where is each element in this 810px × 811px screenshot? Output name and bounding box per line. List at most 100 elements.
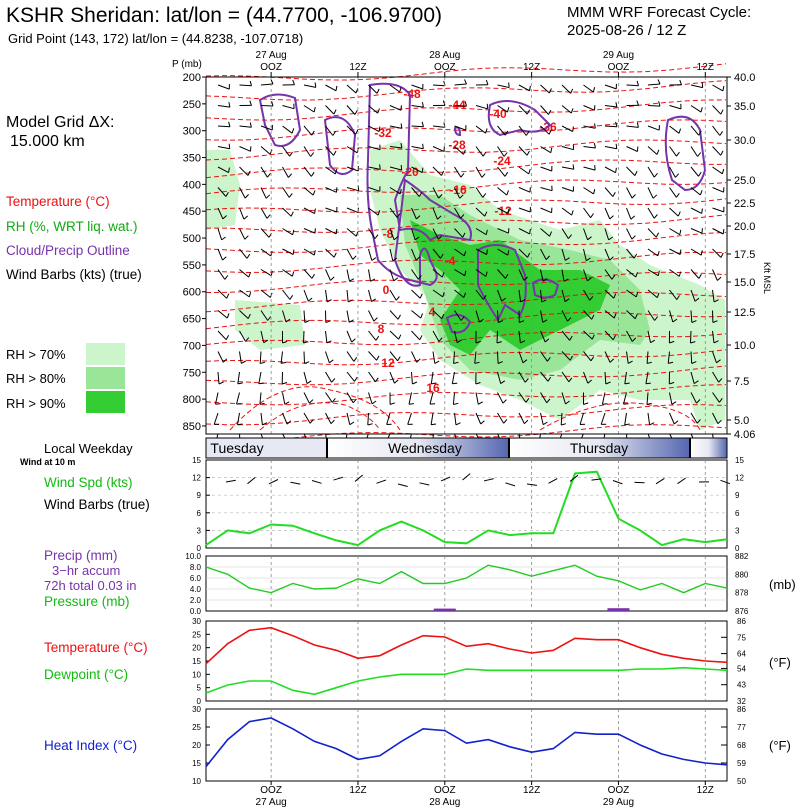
wind-barb-flag xyxy=(507,107,510,113)
wind-barb-flag xyxy=(678,128,682,134)
wind-barb xyxy=(540,187,553,192)
surface-wind-barb xyxy=(268,479,279,485)
wind-barb xyxy=(260,125,273,131)
pressure-tick-label: 600 xyxy=(183,287,201,299)
wind-barb xyxy=(690,269,700,279)
temperature-isotherm xyxy=(205,159,727,179)
wind-barb xyxy=(282,207,292,217)
wind-tick-label: 9 xyxy=(197,491,202,500)
wind-barb xyxy=(583,84,594,93)
wind-barb-flag xyxy=(697,152,702,157)
wind-barb-flag xyxy=(590,213,594,218)
weekday-sub: Wind at 10 m xyxy=(20,457,76,467)
wind-barb-flag xyxy=(237,382,243,385)
wind-barb xyxy=(451,371,455,384)
wind-barb-flag xyxy=(718,398,723,403)
temperature-isotherm xyxy=(205,332,727,346)
wind-barb-flag xyxy=(222,215,227,220)
temperature-label: -24 xyxy=(493,154,511,168)
wind-barb xyxy=(690,228,703,234)
wind-barb xyxy=(540,289,543,302)
wind-barb-flag xyxy=(419,335,423,341)
wind-barb-flag xyxy=(307,297,313,302)
wind-barb xyxy=(217,310,228,319)
wind-barb-flag xyxy=(624,423,630,426)
legend-wind: Wind Barbs (kts) (true) xyxy=(6,267,142,282)
wind-barb-flag xyxy=(713,340,719,344)
wind-barb xyxy=(346,146,358,154)
wind-barb xyxy=(239,166,249,176)
wind-barb xyxy=(260,269,272,277)
top-time-tick-label: 12Z xyxy=(523,62,540,73)
wind-barb-flag xyxy=(633,253,638,259)
wind-barb-flag xyxy=(696,419,701,424)
wind-barb xyxy=(604,105,617,108)
wind-barb xyxy=(712,289,715,302)
wind-barb-flag xyxy=(460,316,465,321)
wind-barb xyxy=(518,351,524,363)
wind-barb xyxy=(561,207,572,216)
precip-tick-label: 6.0 xyxy=(190,574,202,583)
wind-barb xyxy=(389,351,398,362)
wind-barb-flag xyxy=(668,361,674,364)
wind-barb-flag xyxy=(441,272,445,278)
wind-barb xyxy=(669,412,675,425)
wind-barb xyxy=(217,269,226,280)
wind-barb xyxy=(712,412,719,424)
wind-barb-flag xyxy=(463,149,466,155)
temp-tick-label: 30 xyxy=(192,617,201,626)
wind-barb-flag xyxy=(331,398,336,403)
wind-barb-flag xyxy=(370,278,376,282)
wind-barb-flag xyxy=(570,88,574,94)
wind-barb xyxy=(712,166,723,175)
wind-barb-flag xyxy=(237,423,243,426)
wind-barb xyxy=(690,351,693,364)
wind-barb-flag xyxy=(569,355,573,361)
wind-barb xyxy=(669,125,680,134)
wind-barb-flag xyxy=(613,293,617,299)
wind-barb-flag xyxy=(416,215,421,220)
wind-barb-flag xyxy=(392,257,398,262)
wind-barb xyxy=(518,392,527,403)
cloud-outline xyxy=(323,116,357,175)
wind-barb-flag xyxy=(245,337,250,342)
wind-barb xyxy=(518,125,527,136)
wind-barb-flag xyxy=(371,400,377,405)
wind-barb xyxy=(368,228,376,239)
wind-barb xyxy=(303,84,316,88)
wind-barb xyxy=(389,269,395,282)
precip-bar xyxy=(433,608,456,611)
wind-barb-flag xyxy=(593,188,596,195)
wind-barb xyxy=(215,392,219,405)
wind-barb-flag xyxy=(291,128,295,134)
wind-barb xyxy=(432,125,445,128)
wind-barb-flag xyxy=(564,298,570,303)
wind-barb-flag xyxy=(271,101,274,107)
wind-barb-flag xyxy=(333,109,337,115)
wind-panel-frame xyxy=(205,459,728,549)
wind-barb xyxy=(540,392,548,404)
precip-bar xyxy=(607,608,630,611)
wind-barb xyxy=(368,371,376,383)
wind-barb xyxy=(690,84,703,89)
wind-tick-label: 6 xyxy=(197,509,202,518)
wind-barb-flag xyxy=(289,151,293,157)
wind-barb xyxy=(712,330,715,343)
pressure-label: Pressure (mb) xyxy=(44,594,130,609)
wind-barb xyxy=(325,166,336,175)
pressure-unit-label: (mb) xyxy=(769,577,796,592)
wind-barb xyxy=(604,351,611,363)
wind-barb-flag xyxy=(373,317,378,322)
wind-barb xyxy=(282,187,290,198)
pressure-tick-label: 550 xyxy=(183,260,201,272)
temperature-isotherm xyxy=(229,386,401,431)
wind-barb-flag xyxy=(422,143,424,149)
wind-barb xyxy=(325,412,332,424)
temp-unit-label: (°F) xyxy=(769,655,791,670)
wind-barb-flag xyxy=(351,338,356,343)
wind-barb-flag xyxy=(459,194,464,199)
wind-barb-flag xyxy=(721,168,725,174)
wind-barb xyxy=(325,330,328,343)
wind-barb-flag xyxy=(395,296,400,301)
wind-barb-flag xyxy=(541,299,547,303)
